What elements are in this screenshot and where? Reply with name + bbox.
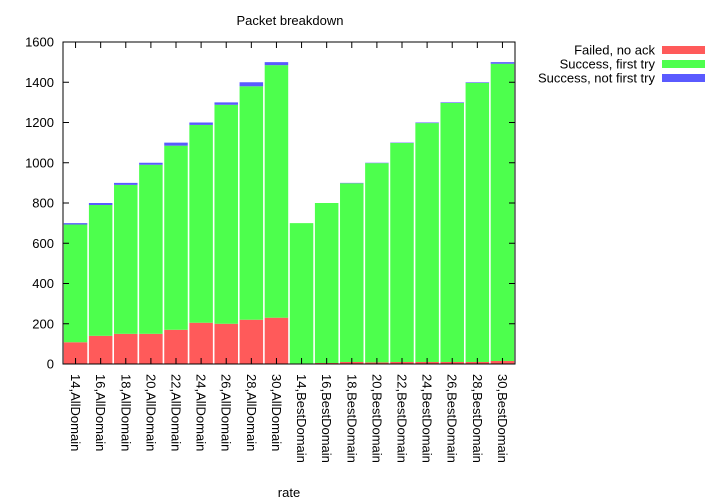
bar-segment-2	[390, 143, 414, 362]
y-tick-label: 0	[47, 357, 54, 372]
x-axis-label: rate	[278, 485, 300, 500]
bar-segment-1	[189, 322, 213, 364]
x-tick-label: 26,AllDomain	[219, 374, 234, 451]
bar-segment-2	[314, 203, 339, 363]
bars-layer	[63, 62, 515, 364]
legend-swatch	[662, 74, 705, 82]
x-tick-label: 28,BestDomain	[470, 374, 485, 463]
bar-segment-1	[114, 333, 138, 364]
x-tick-label: 26,BestDomain	[445, 374, 460, 463]
bar-segment-2	[440, 102, 464, 362]
bar-segment-3	[189, 122, 213, 125]
x-tick-label: 24,AllDomain	[194, 374, 209, 451]
bar-segment-3	[88, 203, 113, 206]
legend-label: Failed, no ack	[574, 43, 655, 58]
y-tick-label: 600	[32, 236, 54, 251]
bar-segment-1	[214, 323, 238, 364]
y-axis: 0 200 400 600 800 1000 1200 1400 1600	[25, 35, 515, 372]
x-tick-label: 22,BestDomain	[395, 374, 410, 463]
x-tick-label: 16,AllDomain	[93, 374, 108, 451]
bar-segment-1	[164, 329, 188, 364]
y-tick-label: 1000	[25, 155, 54, 170]
bar-segment-1	[239, 319, 264, 364]
bar-segment-2	[63, 224, 88, 343]
legend-label: Success, first try	[560, 57, 656, 72]
bar-segment-1	[88, 335, 113, 364]
bar-segment-1	[63, 342, 88, 364]
bar-segment-2	[214, 104, 238, 324]
bar-segment-2	[264, 65, 289, 318]
bar-segment-3	[440, 102, 464, 103]
bar-segment-3	[465, 82, 490, 83]
bar-segment-2	[465, 82, 490, 362]
x-tick-label: 18,BestDomain	[344, 374, 359, 463]
y-tick-label: 800	[32, 196, 54, 211]
legend-swatch	[662, 60, 705, 68]
legend-label: Success, not first try	[538, 71, 656, 86]
bar-segment-2	[164, 145, 188, 330]
bar-segment-1	[264, 317, 289, 364]
x-tick-label: 18,AllDomain	[118, 374, 133, 451]
bar-segment-2	[415, 123, 439, 362]
bar-segment-3	[114, 182, 138, 185]
bar-segment-3	[239, 82, 264, 87]
x-tick-label: 16,BestDomain	[319, 374, 334, 463]
x-tick-label: 24,BestDomain	[420, 374, 435, 463]
bar-segment-3	[214, 102, 238, 105]
bar-segment-2	[139, 164, 163, 334]
bar-segment-2	[88, 205, 113, 336]
y-tick-label: 200	[32, 316, 54, 331]
bar-segment-3	[139, 162, 163, 165]
y-tick-label: 400	[32, 276, 54, 291]
x-tick-label: 20,BestDomain	[369, 374, 384, 463]
x-tick-label: 20,AllDomain	[143, 374, 158, 451]
x-tick-label: 22,AllDomain	[169, 374, 184, 451]
bar-segment-3	[164, 142, 188, 146]
bar-segment-2	[365, 163, 389, 363]
x-tick-label: 14,BestDomain	[294, 374, 309, 463]
bar-segment-2	[189, 124, 213, 323]
bar-segment-2	[239, 86, 264, 320]
bar-segment-3	[63, 223, 88, 225]
x-axis: 14,AllDomain 16,AllDomain 18,AllDomain 20,A…	[68, 42, 510, 463]
chart-title: Packet breakdown	[237, 13, 344, 28]
bar-segment-3	[264, 62, 289, 66]
x-tick-label: 28,AllDomain	[244, 374, 259, 451]
bar-segment-2	[114, 184, 138, 334]
y-tick-label: 1200	[25, 115, 54, 130]
y-tick-label: 1600	[25, 35, 54, 50]
bar-segment-3	[490, 62, 515, 64]
x-tick-label: 14,AllDomain	[68, 374, 83, 451]
y-tick-label: 1400	[25, 75, 54, 90]
bar-segment-2	[490, 63, 515, 361]
bar-segment-1	[139, 333, 163, 364]
legend-swatch	[662, 46, 705, 54]
x-tick-label: 30,AllDomain	[269, 374, 284, 451]
bar-segment-3	[415, 122, 439, 124]
plot-frame	[62, 41, 516, 365]
bar-segment-2	[289, 223, 314, 364]
x-tick-label: 30,BestDomain	[495, 374, 510, 463]
bar-segment-2	[340, 183, 364, 362]
